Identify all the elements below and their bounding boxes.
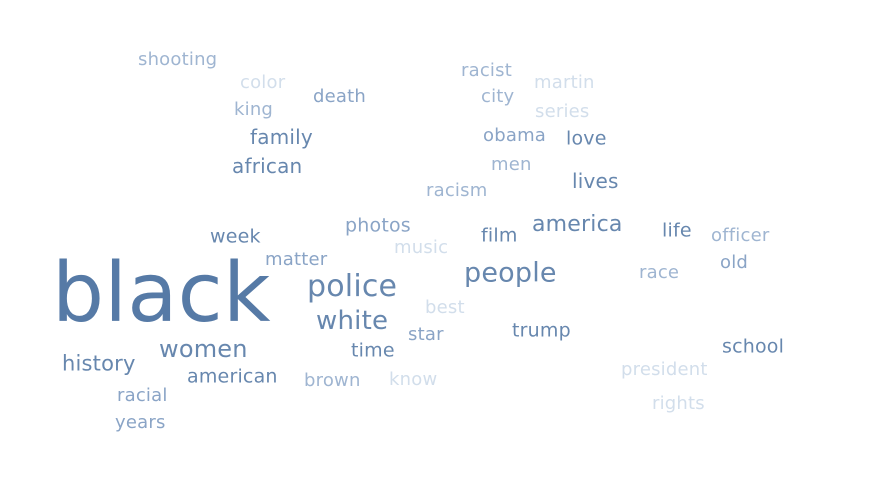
word-american: american bbox=[187, 365, 278, 388]
word-film: film bbox=[481, 224, 518, 247]
word-death: death bbox=[313, 86, 366, 107]
word-series: series bbox=[535, 101, 590, 122]
word-racist: racist bbox=[461, 60, 512, 81]
word-brown: brown bbox=[304, 370, 361, 391]
word-racial: racial bbox=[117, 385, 168, 406]
word-officer: officer bbox=[711, 225, 770, 246]
word-week: week bbox=[210, 225, 261, 248]
word-photos: photos bbox=[345, 214, 411, 237]
word-life: life bbox=[662, 219, 692, 242]
word-police: police bbox=[307, 269, 398, 304]
word-time: time bbox=[351, 339, 395, 362]
word-america: america bbox=[532, 212, 623, 237]
word-lives: lives bbox=[572, 169, 619, 193]
word-women: women bbox=[159, 335, 248, 363]
word-king: king bbox=[234, 99, 274, 120]
word-racism: racism bbox=[426, 180, 488, 201]
word-know: know bbox=[389, 369, 438, 390]
word-african: african bbox=[232, 154, 303, 178]
word-black: black bbox=[52, 246, 271, 341]
word-shooting: shooting bbox=[138, 49, 218, 70]
word-president: president bbox=[621, 359, 708, 380]
word-obama: obama bbox=[483, 125, 547, 146]
word-family: family bbox=[250, 125, 313, 149]
word-martin: martin bbox=[534, 72, 595, 93]
word-race: race bbox=[639, 262, 680, 283]
word-trump: trump bbox=[512, 319, 571, 342]
word-history: history bbox=[62, 351, 136, 376]
word-love: love bbox=[566, 127, 607, 150]
word-people: people bbox=[464, 257, 557, 289]
word-color: color bbox=[240, 72, 286, 93]
word-best: best bbox=[425, 297, 465, 318]
word-old: old bbox=[720, 252, 749, 273]
word-years: years bbox=[115, 412, 166, 433]
word-men: men bbox=[491, 154, 532, 175]
word-rights: rights bbox=[652, 393, 705, 414]
word-star: star bbox=[408, 324, 444, 345]
word-school: school bbox=[722, 335, 785, 358]
word-white: white bbox=[316, 306, 389, 336]
word-matter: matter bbox=[265, 249, 328, 270]
word-city: city bbox=[481, 86, 515, 107]
word-music: music bbox=[394, 237, 449, 258]
